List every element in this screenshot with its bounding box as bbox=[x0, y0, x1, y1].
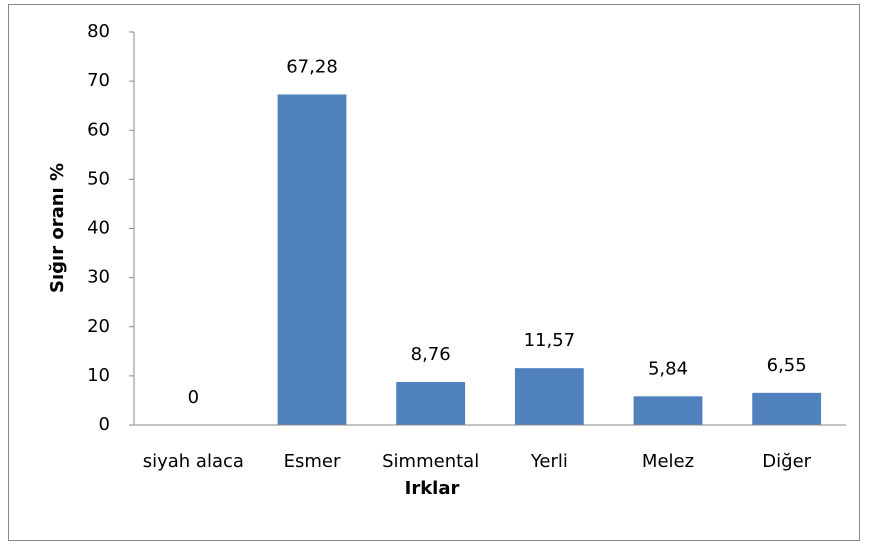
x-tick-label: siyah alaca bbox=[143, 451, 244, 472]
y-tick-label: 10 bbox=[87, 365, 110, 386]
y-tick-label: 0 bbox=[99, 414, 110, 435]
y-tick-label: 20 bbox=[87, 316, 110, 337]
bar bbox=[514, 368, 584, 425]
y-tick-label: 50 bbox=[87, 168, 110, 189]
data-label: 6,55 bbox=[767, 355, 807, 376]
x-tick-label: Simmental bbox=[382, 451, 479, 472]
data-label: 8,76 bbox=[411, 344, 451, 365]
x-tick-label: Yerli bbox=[530, 451, 568, 472]
y-tick-label: 60 bbox=[87, 119, 110, 140]
bar bbox=[396, 381, 466, 425]
x-tick-label: Melez bbox=[642, 451, 694, 472]
bar bbox=[752, 392, 822, 425]
y-tick-label: 30 bbox=[87, 267, 110, 288]
chart-frame bbox=[8, 4, 860, 541]
x-tick-label: Esmer bbox=[284, 451, 341, 472]
bar bbox=[633, 396, 703, 425]
y-tick-label: 80 bbox=[87, 21, 110, 42]
data-label: 0 bbox=[188, 387, 199, 408]
x-tick-label: Diğer bbox=[762, 451, 811, 472]
data-label: 67,28 bbox=[286, 56, 338, 77]
y-axis-label: Sığır oranı % bbox=[47, 163, 68, 293]
data-label: 5,84 bbox=[648, 358, 688, 379]
y-tick-label: 40 bbox=[87, 218, 110, 239]
data-label: 11,57 bbox=[524, 330, 576, 351]
bar bbox=[277, 94, 347, 425]
y-tick-label: 70 bbox=[87, 70, 110, 91]
x-axis-label: Irklar bbox=[405, 478, 460, 499]
